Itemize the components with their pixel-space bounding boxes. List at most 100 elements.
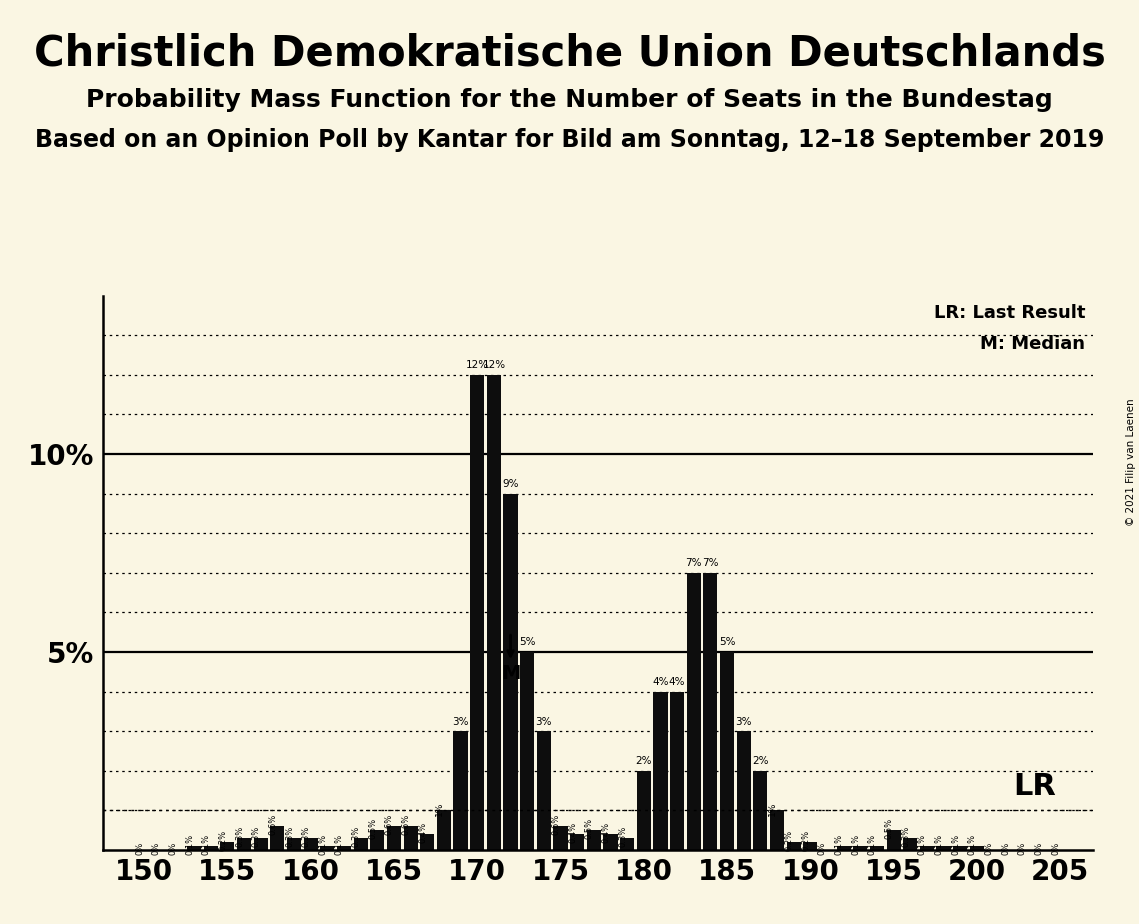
- Text: 0.1%: 0.1%: [202, 834, 211, 855]
- Text: 0%: 0%: [1018, 842, 1027, 855]
- Text: 0.5%: 0.5%: [368, 818, 377, 839]
- Text: Based on an Opinion Poll by Kantar for Bild am Sonntag, 12–18 September 2019: Based on an Opinion Poll by Kantar for B…: [35, 128, 1104, 152]
- Text: Probability Mass Function for the Number of Seats in the Bundestag: Probability Mass Function for the Number…: [87, 88, 1052, 112]
- Text: 0.1%: 0.1%: [935, 834, 943, 855]
- Text: 0.6%: 0.6%: [269, 814, 278, 835]
- Bar: [720, 652, 735, 850]
- Bar: [953, 846, 967, 850]
- Text: 0.1%: 0.1%: [835, 834, 844, 855]
- Bar: [387, 826, 401, 850]
- Text: M: M: [501, 664, 521, 683]
- Text: 5%: 5%: [519, 638, 535, 648]
- Bar: [903, 838, 917, 850]
- Text: M: Median: M: Median: [981, 335, 1085, 353]
- Text: 0%: 0%: [1034, 842, 1043, 855]
- Text: 0.6%: 0.6%: [402, 814, 411, 835]
- Bar: [304, 838, 318, 850]
- Bar: [670, 692, 685, 850]
- Text: Christlich Demokratische Union Deutschlands: Christlich Demokratische Union Deutschla…: [33, 32, 1106, 74]
- Text: LR: LR: [1014, 772, 1057, 801]
- Bar: [620, 838, 634, 850]
- Text: 0.6%: 0.6%: [551, 814, 560, 835]
- Text: 7%: 7%: [686, 558, 702, 568]
- Text: 0.4%: 0.4%: [568, 822, 577, 844]
- Text: 3%: 3%: [736, 716, 752, 726]
- Bar: [320, 846, 335, 850]
- Text: 0.2%: 0.2%: [802, 830, 810, 851]
- Bar: [270, 826, 285, 850]
- Bar: [420, 834, 434, 850]
- Text: 5%: 5%: [719, 638, 736, 648]
- Text: 0.3%: 0.3%: [901, 826, 910, 847]
- Bar: [337, 846, 351, 850]
- Text: 0.1%: 0.1%: [951, 834, 960, 855]
- Text: 1%: 1%: [768, 801, 777, 816]
- Bar: [204, 846, 218, 850]
- Bar: [703, 573, 718, 850]
- Bar: [637, 771, 650, 850]
- Text: © 2021 Filip van Laenen: © 2021 Filip van Laenen: [1126, 398, 1136, 526]
- Text: 0.3%: 0.3%: [252, 826, 261, 847]
- Bar: [470, 375, 484, 850]
- Text: 0.6%: 0.6%: [385, 814, 394, 835]
- Text: 0.1%: 0.1%: [918, 834, 927, 855]
- Bar: [554, 826, 567, 850]
- Text: 0.2%: 0.2%: [219, 830, 228, 851]
- Bar: [604, 834, 617, 850]
- Bar: [737, 731, 751, 850]
- Text: 1%: 1%: [435, 801, 444, 816]
- Text: 0.2%: 0.2%: [785, 830, 794, 851]
- Bar: [353, 838, 368, 850]
- Text: 0.1%: 0.1%: [335, 834, 344, 855]
- Text: 0.5%: 0.5%: [885, 818, 894, 839]
- Text: 0.3%: 0.3%: [618, 826, 628, 847]
- Text: 9%: 9%: [502, 479, 518, 489]
- Bar: [770, 810, 784, 850]
- Bar: [870, 846, 884, 850]
- Text: 3%: 3%: [535, 716, 552, 726]
- Bar: [437, 810, 451, 850]
- Bar: [687, 573, 700, 850]
- Bar: [936, 846, 951, 850]
- Text: 0%: 0%: [818, 842, 827, 855]
- Bar: [453, 731, 468, 850]
- Bar: [220, 842, 235, 850]
- Bar: [503, 493, 517, 850]
- Text: 0.1%: 0.1%: [186, 834, 194, 855]
- Text: 0.4%: 0.4%: [418, 822, 427, 844]
- Bar: [836, 846, 851, 850]
- Bar: [920, 846, 934, 850]
- Text: 4%: 4%: [653, 677, 669, 687]
- Bar: [403, 826, 418, 850]
- Text: 0.1%: 0.1%: [851, 834, 860, 855]
- Bar: [521, 652, 534, 850]
- Text: 0.3%: 0.3%: [352, 826, 361, 847]
- Text: 0.4%: 0.4%: [601, 822, 611, 844]
- Bar: [486, 375, 501, 850]
- Text: 7%: 7%: [702, 558, 719, 568]
- Bar: [254, 838, 268, 850]
- Bar: [803, 842, 818, 850]
- Bar: [753, 771, 768, 850]
- Bar: [536, 731, 551, 850]
- Bar: [187, 846, 202, 850]
- Bar: [787, 842, 801, 850]
- Text: 2%: 2%: [752, 756, 769, 766]
- Text: 0%: 0%: [1051, 842, 1060, 855]
- Bar: [853, 846, 868, 850]
- Bar: [237, 838, 251, 850]
- Text: 12%: 12%: [482, 360, 506, 371]
- Text: 0.3%: 0.3%: [235, 826, 244, 847]
- Text: 3%: 3%: [452, 716, 469, 726]
- Bar: [571, 834, 584, 850]
- Bar: [287, 838, 301, 850]
- Text: 0.1%: 0.1%: [318, 834, 327, 855]
- Bar: [587, 831, 601, 850]
- Text: 0%: 0%: [151, 842, 161, 855]
- Text: 0.1%: 0.1%: [968, 834, 977, 855]
- Bar: [969, 846, 984, 850]
- Text: 0.3%: 0.3%: [285, 826, 294, 847]
- Text: 0.3%: 0.3%: [302, 826, 311, 847]
- Bar: [886, 831, 901, 850]
- Text: 0.1%: 0.1%: [868, 834, 877, 855]
